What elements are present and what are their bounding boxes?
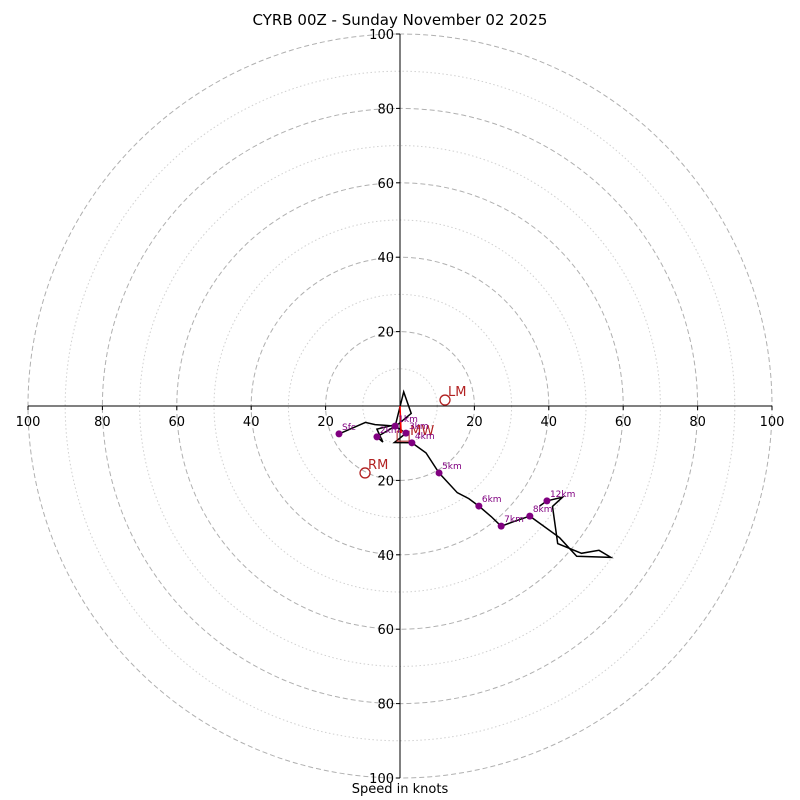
height-point-1km <box>391 422 399 430</box>
height-point-7km <box>497 522 505 530</box>
y-tick-label: 40 <box>377 251 394 266</box>
storm-motion-label-rm: RM <box>368 458 388 473</box>
x-tick-label: 40 <box>243 415 260 430</box>
height-point-sfc <box>335 430 343 438</box>
y-tick-label: 80 <box>377 102 394 117</box>
x-tick-label: 60 <box>615 415 632 430</box>
y-tick-label: 20 <box>377 326 394 341</box>
y-tick-label: 40 <box>377 549 394 564</box>
x-tick-label: 80 <box>689 415 706 430</box>
x-tick-label: 20 <box>466 415 483 430</box>
storm-motion-rm <box>359 467 371 479</box>
height-label-8km: 8km <box>533 505 553 515</box>
y-tick-label: 20 <box>377 474 394 489</box>
x-tick-label: 100 <box>760 415 785 430</box>
y-tick-label: 100 <box>369 28 394 43</box>
height-point-3km <box>402 429 410 437</box>
height-label-5km: 5km <box>442 462 462 472</box>
height-label-sfc: Sfc <box>342 423 356 433</box>
y-tick-label: 100 <box>369 772 394 787</box>
y-tick-label: 60 <box>377 623 394 638</box>
height-point-4km <box>408 439 416 447</box>
height-label-6km: 6km <box>482 495 502 505</box>
x-tick-label: 20 <box>317 415 334 430</box>
height-point-6km <box>475 502 483 510</box>
chart-title: CYRB 00Z - Sunday November 02 2025 <box>252 11 548 29</box>
x-tick-label: 60 <box>169 415 186 430</box>
storm-motion-lm <box>439 394 451 406</box>
x-axis-label: Speed in knots <box>351 782 449 797</box>
height-point-5km <box>435 469 443 477</box>
x-tick-label: 40 <box>541 415 558 430</box>
y-tick-label: 60 <box>377 177 394 192</box>
x-tick-label: 100 <box>16 415 41 430</box>
mean-wind-label: MW <box>410 424 434 439</box>
y-tick-label: 80 <box>377 698 394 713</box>
storm-motion-label-lm: LM <box>448 385 466 400</box>
height-label-3km: 3km <box>409 422 429 432</box>
mean-wind-arrow <box>399 405 402 434</box>
height-point-2km <box>373 433 381 441</box>
height-label-12km: 12km <box>550 490 575 500</box>
height-point-12km <box>543 497 551 505</box>
height-label-4km: 4km <box>415 432 435 442</box>
height-label-7km: 7km <box>504 515 524 525</box>
height-point-8km <box>526 512 534 520</box>
height-label-2km: 2km <box>380 426 400 436</box>
height-label-1km: 1km <box>398 415 418 425</box>
hodograph-trace <box>338 389 614 559</box>
x-tick-label: 80 <box>94 415 111 430</box>
